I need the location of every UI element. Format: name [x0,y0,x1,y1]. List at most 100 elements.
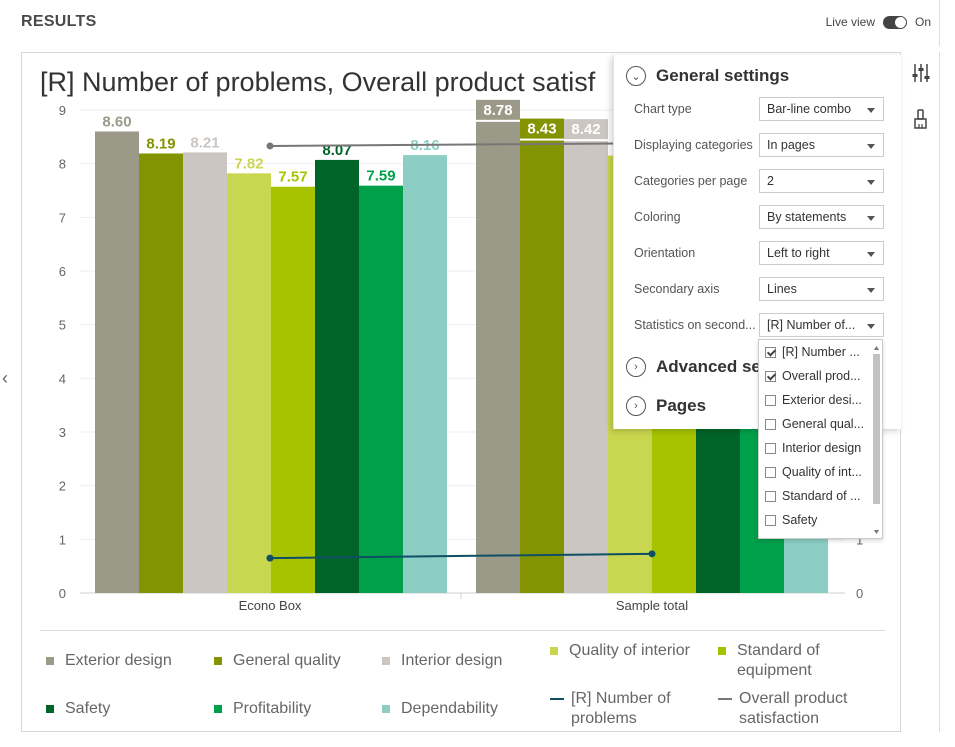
dropdown-option[interactable]: Quality of int... [765,465,870,479]
setting-value: 2 [767,174,774,188]
setting-label: Chart type [634,102,692,116]
scroll-down-icon [874,530,879,534]
setting-label: Categories per page [634,174,748,188]
live-view-state: On [914,15,931,29]
live-view-label: Live view [825,15,875,29]
setting-label: Displaying categories [634,138,753,152]
legend-item[interactable]: [R] Number of problems [550,689,700,729]
general-settings-header[interactable]: ⌄ General settings [626,66,789,86]
toggle-knob [894,16,906,28]
legend-item[interactable]: Interior design [382,651,532,671]
legend-swatch [382,657,390,665]
brush-icon[interactable] [911,108,931,130]
chevron-down-icon [867,144,875,149]
live-view-control[interactable]: Live view On [826,15,931,29]
dropdown-option-label: Interior design [782,441,862,455]
legend-label: Quality of interior [569,642,690,659]
legend-label: Overall product satisfaction [739,690,848,727]
setting-select[interactable]: 2 [759,169,884,193]
checkbox[interactable] [765,514,776,526]
scroll-up-icon [874,346,879,350]
dropdown-option-label: Safety [782,513,818,527]
setting-select[interactable]: Bar-line combo [759,97,884,121]
legend-label: [R] Number of problems [571,690,671,727]
legend-label: Safety [65,700,111,717]
setting-label: Statistics on second... [634,318,756,332]
legend-swatch [214,705,222,713]
setting-value: Lines [767,282,797,296]
legend-item[interactable]: Quality of interior [550,641,700,661]
checkbox[interactable] [765,394,776,406]
legend-item[interactable]: Exterior design [46,651,196,671]
side-toolbar [901,52,940,732]
setting-select[interactable]: In pages [759,133,884,157]
chevron-down-icon [867,216,875,221]
setting-select[interactable]: By statements [759,205,884,229]
setting-label: Orientation [634,246,696,260]
dropdown-option[interactable]: [R] Number ... [765,345,870,359]
legend-item[interactable]: Safety [46,699,196,719]
dropdown-option[interactable]: Overall prod... [765,369,870,383]
live-view-toggle[interactable] [882,15,907,29]
expand-icon: › [626,396,646,416]
pages-header[interactable]: › Pages [626,396,706,416]
chart-title: [R] Number of problems, Overall product … [40,67,596,97]
checkbox[interactable] [765,418,776,430]
legend-label: Interior design [401,652,503,669]
legend-label: Profitability [233,700,312,717]
scroll-thumb[interactable] [873,354,880,504]
dropdown-option[interactable]: Safety [765,513,870,527]
checkbox[interactable] [765,490,776,502]
dropdown-option[interactable]: Interior design [765,441,870,455]
legend-swatch [46,705,54,713]
results-title: RESULTS [21,13,97,30]
statistics-dropdown-list[interactable]: [R] Number ... Overall prod... Exterior de… [758,339,883,539]
dropdown-option-label: Profitability [782,537,843,538]
setting-select[interactable]: Left to right [759,241,884,265]
setting-value: Left to right [767,246,830,260]
legend-item[interactable]: Standard of equipment [718,641,868,681]
checkbox[interactable] [765,466,776,478]
chevron-left-icon[interactable]: ‹ [2,368,8,388]
dropdown-scrollbar[interactable] [873,344,880,536]
checkbox[interactable] [765,370,776,382]
dropdown-option-label: Standard of ... [782,489,861,503]
setting-select[interactable]: Lines [759,277,884,301]
legend-item[interactable]: General quality [214,651,364,671]
dropdown-option-label: Overall prod... [782,369,861,383]
legend-item[interactable]: Profitability [214,699,364,719]
chart-legend: Exterior design General quality Interior d… [40,630,885,727]
chevron-down-icon [867,252,875,257]
sliders-icon[interactable] [911,62,931,84]
legend-item[interactable]: Overall product satisfaction [718,689,868,729]
setting-select[interactable]: [R] Number of... [759,313,884,337]
setting-label: Secondary axis [634,282,720,296]
legend-label: Exterior design [65,652,172,669]
dropdown-option-label: [R] Number ... [782,345,860,359]
dropdown-option[interactable]: Standard of ... [765,489,870,503]
dropdown-option[interactable]: Profitability [765,537,870,540]
settings-panel: ⌄ General settings Chart type Bar-line co… [613,55,901,429]
setting-value: Bar-line combo [767,102,852,116]
general-settings-title: General settings [656,66,790,85]
legend-swatch [46,657,54,665]
dropdown-option-label: General qual... [782,417,864,431]
checkbox[interactable] [765,442,776,454]
advanced-settings-header[interactable]: › Advanced se [626,357,761,377]
chevron-down-icon [867,288,875,293]
checkbox[interactable] [765,346,776,358]
results-header: RESULTS Live view On [0,0,940,46]
legend-label: Dependability [401,700,498,717]
setting-value: [R] Number of... [767,318,856,332]
dropdown-option[interactable]: General qual... [765,417,870,431]
legend-swatch [214,657,222,665]
legend-item[interactable]: Dependability [382,699,532,719]
expand-icon: › [626,357,646,377]
checkbox[interactable] [765,539,776,540]
legend-line-swatch [718,698,732,700]
legend-swatch [382,705,390,713]
collapse-icon: ⌄ [626,66,646,86]
legend-line-swatch [550,698,564,700]
setting-label: Coloring [634,210,681,224]
dropdown-option[interactable]: Exterior desi... [765,393,870,407]
